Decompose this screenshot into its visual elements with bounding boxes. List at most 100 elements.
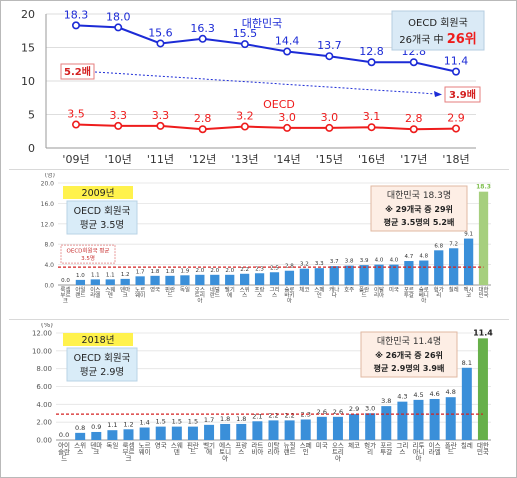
bar-value-label: 2.0 <box>195 268 204 274</box>
category-label: 미국 <box>316 441 328 450</box>
category-label: 노르 웨이 <box>139 442 151 457</box>
ratio-label: 5.2배 <box>64 65 91 78</box>
category-label-part: 코 <box>466 292 471 299</box>
category-label-part: 민국 <box>478 291 488 299</box>
category-label-part: 덴 <box>108 291 113 299</box>
category-label-part: 아 <box>416 454 422 463</box>
category-label-part: 에 <box>206 447 212 456</box>
category-label: 오스 트리 아 <box>195 287 205 305</box>
data-point <box>283 47 292 56</box>
data-label: 3.5 <box>67 108 85 121</box>
legend-line2: 평균 3.5명 <box>80 220 124 231</box>
title-box <box>63 186 133 199</box>
category-label-part: 스페 <box>300 441 312 450</box>
bar <box>344 265 354 285</box>
bar-value-label: 6.8 <box>434 243 443 249</box>
category-label: 독일 <box>180 286 190 294</box>
category-label-part: 드 <box>61 455 67 463</box>
bar-value-label: 1.8 <box>166 269 175 275</box>
bar <box>75 279 86 285</box>
category-label: 아이 슬란 드 <box>58 441 70 463</box>
category-label: 영국 <box>150 286 160 294</box>
data-label: 12.8 <box>359 45 384 58</box>
category-label-part: 덴마 <box>90 441 102 450</box>
bar-value-label: 1.2 <box>121 272 130 278</box>
category-label-part: 부르 <box>123 448 135 456</box>
category-label-part: 크 <box>93 448 99 456</box>
category-label: 그리 스 <box>269 286 279 300</box>
bar <box>165 275 175 285</box>
bar <box>268 420 279 440</box>
callout-box <box>391 10 485 51</box>
bar-value-label: 0.0 <box>61 278 70 284</box>
y-tick-label: 10 <box>21 75 35 88</box>
bar <box>107 430 118 440</box>
bar <box>284 270 295 285</box>
category-label-part: 크 <box>63 298 68 305</box>
bar-value-label: 4.8 <box>446 388 456 396</box>
bar <box>150 275 160 285</box>
y-tick-label: 4.00 <box>36 401 52 409</box>
bar-value-label: 3.7 <box>330 259 339 265</box>
category-label-part: 스 <box>399 448 405 456</box>
bar-value-label: 2.5 <box>270 265 279 271</box>
category-label-part: 칠레 <box>461 441 473 450</box>
category-label-part: 인 <box>303 447 309 456</box>
bar-value-label: 2.2 <box>268 411 278 419</box>
data-point <box>72 21 81 30</box>
category-label-part: 미국 <box>316 441 328 450</box>
data-label: 15.5 <box>233 27 258 40</box>
bar <box>254 273 265 285</box>
category-label-part: 트리 <box>332 447 344 456</box>
data-point <box>240 122 249 131</box>
bar <box>180 275 190 285</box>
y-tick-label: 0.0 <box>44 283 54 290</box>
bar-value-label: 1.7 <box>204 416 214 424</box>
category-label: 미국 <box>389 286 399 294</box>
bar <box>397 401 408 440</box>
category-label-part: 드 <box>190 448 196 456</box>
category-label: 대한 민국 <box>478 286 488 300</box>
category-label-part: 이탈 <box>374 286 384 294</box>
callout-line2: 26개국 中 26위 <box>399 32 477 47</box>
note-title: 대한민국 18.3명 <box>387 190 451 201</box>
category-label: 스페 인 <box>300 441 312 457</box>
category-label: 오스 트리 아 <box>332 442 344 463</box>
category-label-part: 룩셈 <box>123 441 135 450</box>
bar <box>359 265 369 285</box>
category-label: 호주 <box>344 287 354 294</box>
category-label-part: 부르 <box>60 292 70 299</box>
bar-value-label: 1.8 <box>236 415 246 423</box>
category-label-part: 그리 <box>269 286 279 294</box>
category-label: 핀란 드 <box>165 286 175 300</box>
category-label: 스페 인 <box>314 286 324 300</box>
y-tick-label: 10.00 <box>32 347 52 355</box>
category-label-part: 라트 <box>251 441 263 450</box>
bar-value-label: 4.3 <box>397 393 407 401</box>
unit-label: (%) <box>41 323 53 329</box>
category-label-part: 뉴질 <box>284 442 296 450</box>
data-point <box>409 58 418 67</box>
bar-value-label: 2.2 <box>240 267 249 273</box>
category-label-part: 독일 <box>180 286 190 294</box>
bar-value-label: 3.8 <box>381 397 391 405</box>
bar-value-label: 2.1 <box>252 412 262 420</box>
series-line-0 <box>75 24 457 73</box>
y-tick-label: 16.0 <box>41 201 55 208</box>
category-label-part: 베니 <box>419 291 429 299</box>
legend-box <box>66 200 138 235</box>
category-label-part: 체코 <box>299 286 309 294</box>
bar <box>332 416 343 440</box>
category-label-part: 드 <box>362 292 367 299</box>
category-label-part: 에 <box>227 291 232 299</box>
data-label: 3.1 <box>363 110 381 123</box>
bar-value-label: 9.1 <box>464 232 473 238</box>
category-label-part: 아니 <box>413 447 425 456</box>
category-label: 아일 랜드 <box>75 286 85 300</box>
category-label: 헝가 리 <box>434 286 444 300</box>
category-label-part: 라엘 <box>429 447 441 456</box>
data-label: 13.7 <box>317 39 342 52</box>
bar <box>316 416 327 440</box>
category-label-part: 오스 <box>195 287 205 294</box>
